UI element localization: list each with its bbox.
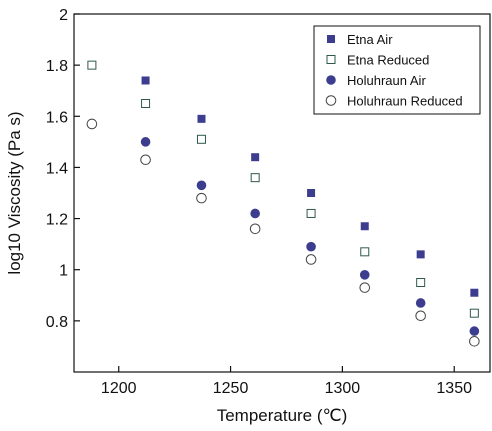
data-point (305, 254, 317, 265)
legend-marker (326, 75, 336, 85)
data-point (415, 298, 426, 308)
y-tick-label: 1.8 (46, 58, 68, 75)
legend-label: Holuhraun Reduced (347, 94, 463, 109)
data-point (250, 173, 260, 183)
data-point (306, 241, 316, 252)
data-point (469, 336, 480, 347)
data-point (86, 118, 98, 130)
data-point (359, 282, 371, 293)
plot-area-frame (73, 13, 491, 373)
legend-marker (327, 35, 335, 43)
data-point (251, 153, 260, 162)
data-point (416, 250, 425, 259)
legend-marker (325, 95, 337, 106)
series-holuhraun-air (140, 137, 480, 336)
data-point (469, 326, 480, 336)
x-tick-label: 1200 (101, 380, 137, 397)
series-holuhraun-reduced (86, 118, 480, 347)
data-point (140, 154, 151, 166)
x-tick-label: 1350 (436, 380, 472, 397)
y-tick-label: 1.4 (46, 160, 68, 177)
x-axis-label: Temperature (℃) (217, 406, 348, 425)
legend-box (313, 25, 481, 115)
series-etna-reduced (87, 60, 479, 318)
data-point (141, 76, 150, 85)
data-point (360, 247, 370, 257)
data-point (470, 288, 479, 297)
data-point (141, 99, 151, 108)
data-point (140, 137, 151, 147)
y-tick-label: 1.6 (46, 109, 68, 126)
data-point (416, 278, 426, 287)
legend-label: Holuhraun Air (347, 73, 426, 88)
legend-marker (326, 55, 336, 64)
data-point (197, 114, 206, 123)
y-axis-label: log10 Viscosity (Pa s) (5, 111, 24, 274)
y-tick-label: 1 (59, 263, 68, 280)
data-point (469, 308, 479, 318)
data-point (87, 60, 97, 70)
series-etna-air (141, 76, 479, 297)
data-point (196, 192, 207, 204)
y-tick-label: 1.2 (46, 212, 68, 229)
x-tick-label: 1300 (325, 380, 361, 397)
data-point (359, 270, 370, 280)
data-point (306, 208, 316, 218)
data-point (249, 223, 261, 235)
data-point (196, 134, 206, 144)
y-tick-label: 0.8 (46, 314, 68, 331)
data-point (250, 208, 260, 219)
y-tick-label: 2 (59, 7, 68, 24)
data-point (196, 180, 207, 191)
legend-label: Etna Reduced (347, 53, 429, 68)
data-point (307, 189, 316, 197)
data-point (360, 222, 369, 231)
legend-label: Etna Air (347, 32, 393, 47)
data-point (415, 310, 426, 322)
x-tick-label: 1250 (213, 380, 249, 397)
